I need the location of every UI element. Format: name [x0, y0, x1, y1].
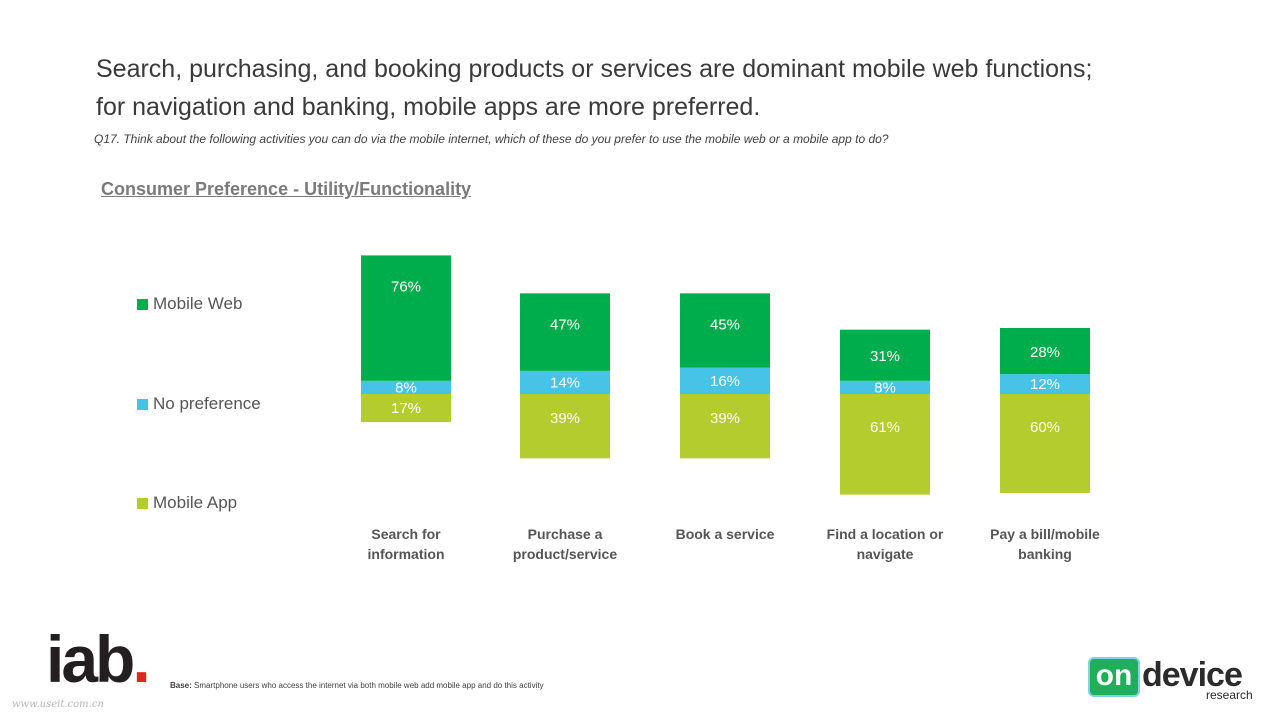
data-label-mobile-app-1: 17%: [391, 400, 421, 417]
bar-mobile-web-5: [1000, 328, 1090, 375]
ondevice-logo-research: research: [1206, 688, 1253, 702]
base-note: Base: Smartphone users who access the in…: [170, 681, 544, 690]
bar-mobile-web-2: [520, 293, 610, 371]
category-label-2-line-1: Purchase a: [527, 526, 603, 542]
bar-no-preference-3: [680, 367, 770, 394]
legend-label-mobile-web: Mobile Web: [153, 294, 243, 313]
data-label-mobile-web-4: 31%: [870, 348, 900, 365]
data-label-mobile-web-3: 45%: [710, 316, 740, 333]
bar-no-preference-1: [361, 380, 451, 394]
category-label-5-line-2: banking: [1018, 546, 1072, 562]
legend-item-mobile-web: Mobile Web: [137, 294, 242, 314]
chart-title: Consumer Preference - Utility/Functional…: [101, 179, 472, 199]
data-label-mobile-app-5: 60%: [1030, 419, 1060, 436]
bar-mobile-web-3: [680, 293, 770, 368]
category-label-4-line-1: Find a location or: [826, 526, 944, 542]
data-label-no-preference-5: 12%: [1030, 376, 1060, 393]
survey-question: Q17. Think about the following activitie…: [94, 132, 889, 146]
data-label-mobile-web-1: 76%: [391, 278, 421, 295]
category-label-3: Book a service: [645, 524, 805, 544]
legend-item-no-preference: No preference: [137, 394, 261, 414]
data-label-mobile-app-2: 39%: [550, 410, 580, 427]
ondevice-logo-on: on: [1088, 657, 1140, 697]
category-label-1: Search for information: [326, 524, 486, 564]
data-label-mobile-app-3: 39%: [710, 410, 740, 427]
bar-no-preference-4: [840, 380, 930, 394]
category-label-2: Purchase a product/service: [485, 524, 645, 564]
category-label-1-line-1: Search for: [371, 526, 441, 542]
bar-mobile-app-4: [840, 394, 930, 495]
data-label-no-preference-1: 8%: [395, 379, 417, 396]
bar-mobile-web-1: [361, 255, 451, 381]
legend-label-mobile-app: Mobile App: [153, 493, 238, 512]
category-label-5: Pay a bill/mobile banking: [965, 524, 1125, 564]
bar-no-preference-5: [1000, 374, 1090, 394]
legend-label-no-preference: No preference: [153, 394, 261, 413]
bar-mobile-app-3: [680, 394, 770, 459]
legend-item-mobile-app: Mobile App: [137, 493, 237, 513]
bar-mobile-app-1: [361, 394, 451, 423]
data-label-no-preference-2: 14%: [550, 374, 580, 391]
category-label-2-line-2: product/service: [512, 546, 618, 562]
data-label-mobile-app-4: 61%: [870, 419, 900, 436]
category-label-3-line-1: Book a service: [675, 526, 775, 542]
ondevice-research-logo: on device research: [1088, 655, 1258, 705]
bar-mobile-web-4: [840, 329, 930, 381]
legend-swatch-mobile-app: [137, 497, 148, 509]
data-label-mobile-web-2: 47%: [550, 316, 580, 333]
bar-no-preference-2: [520, 370, 610, 394]
iab-logo: iab.: [46, 622, 151, 696]
data-label-mobile-web-5: 28%: [1030, 344, 1060, 361]
data-label-no-preference-3: 16%: [710, 373, 740, 390]
bar-mobile-app-5: [1000, 394, 1090, 493]
category-label-1-line-2: information: [367, 546, 445, 562]
page-title-line-1: Search, purchasing, and booking products…: [96, 55, 1093, 83]
category-label-4: Find a location or navigate: [805, 524, 965, 564]
category-label-4-line-2: navigate: [856, 546, 914, 562]
legend-swatch-no-preference: [137, 398, 148, 410]
legend-swatch-mobile-web: [137, 298, 148, 310]
page-title-line-2: for navigation and banking, mobile apps …: [96, 93, 761, 121]
bar-mobile-app-2: [520, 394, 610, 459]
data-label-no-preference-4: 8%: [874, 379, 896, 396]
ondevice-logo-device: device: [1142, 656, 1243, 694]
category-label-5-line-1: Pay a bill/mobile: [990, 526, 1100, 542]
page-title: Search, purchasing, and booking products…: [96, 50, 1196, 126]
watermark: www.useit.com.cn: [12, 699, 104, 710]
